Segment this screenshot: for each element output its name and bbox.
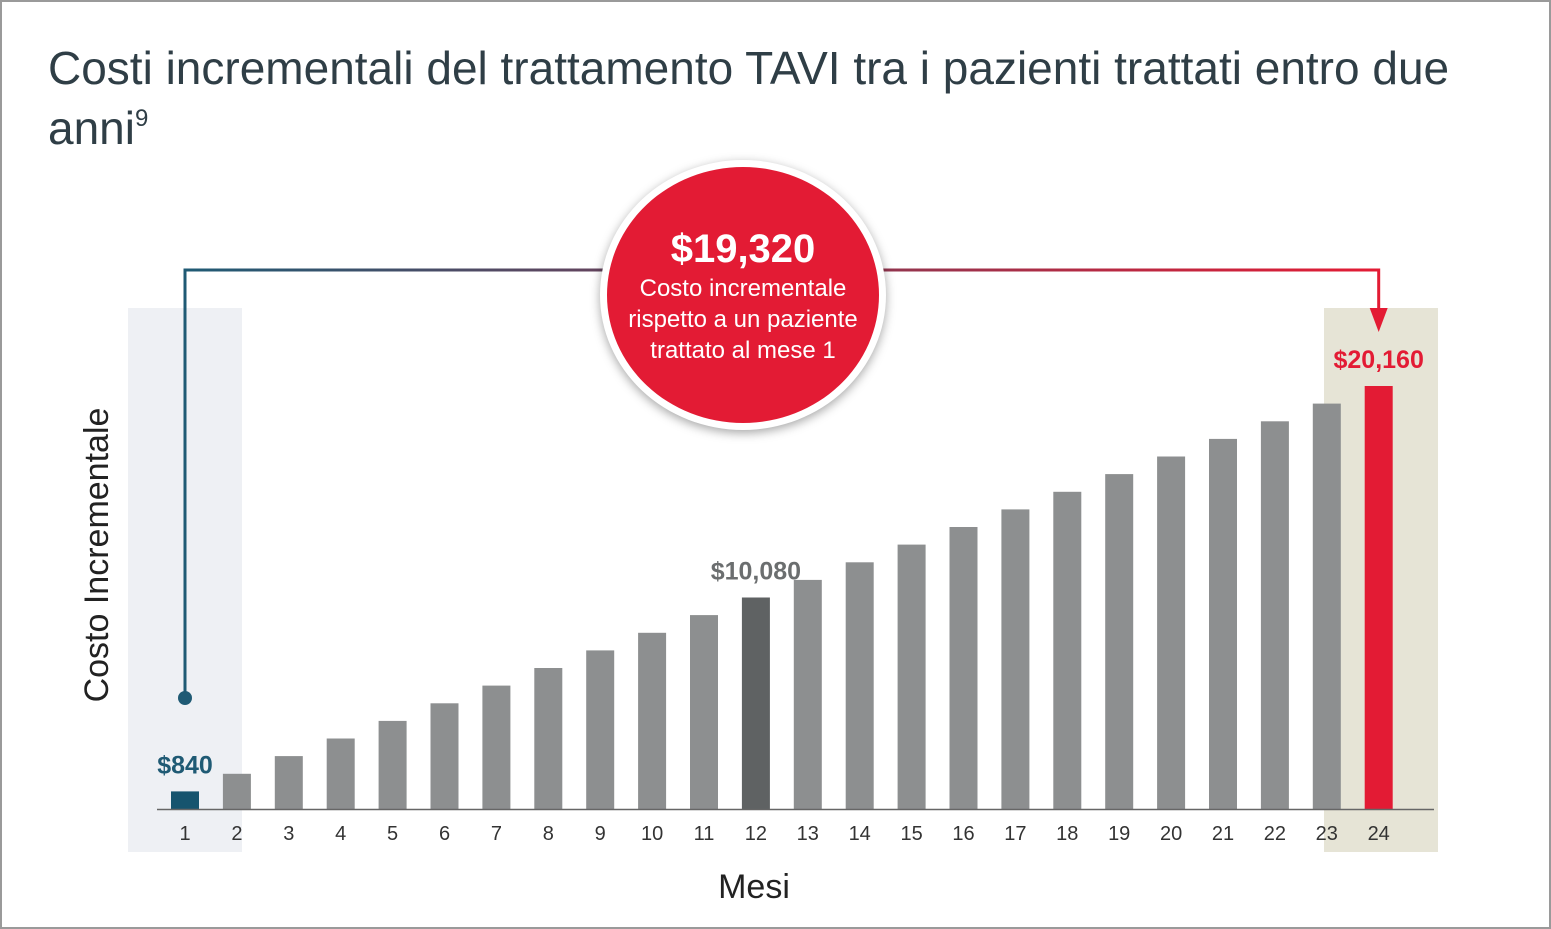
x-tick-label-12: 12 [745,823,767,845]
bar-month-8 [534,668,563,809]
bar-month-16 [949,527,978,809]
bar-month-11 [690,615,718,809]
bar-month-15 [897,544,926,809]
connector-arrowhead [1369,308,1388,332]
bar-month-4 [326,738,355,809]
x-tick-label-5: 5 [387,823,398,845]
incremental-cost-callout: $19,320 Costo incrementale rispetto a un… [600,160,886,430]
x-tick-label-7: 7 [491,823,502,845]
bar-month-18 [1053,491,1082,810]
x-tick-label-2: 2 [231,823,242,845]
bar-month-6 [430,703,459,810]
bar-month-1 [171,791,199,809]
bar-month-14 [845,562,874,810]
x-tick-label-4: 4 [335,823,346,845]
x-tick-label-23: 23 [1316,823,1338,845]
x-tick-label-9: 9 [595,823,606,845]
callout-value: $19,320 [670,226,816,271]
x-tick-label-16: 16 [952,823,974,845]
callout-text: Costo incrementale rispetto a un pazient… [628,274,858,364]
x-tick-label-17: 17 [1004,823,1026,845]
y-axis-title: Costo Incrementale [78,408,116,703]
bar-month-22 [1260,421,1289,810]
bar-month-7 [482,685,511,809]
bar-month-12 [741,597,770,809]
bar-month-9 [586,650,615,809]
bar-month-23 [1312,403,1341,809]
x-tick-label-15: 15 [900,823,922,845]
connector-start-dot [178,691,192,705]
x-axis-title: Mesi [718,868,790,906]
x-tick-label-22: 22 [1264,823,1286,845]
x-tick-label-18: 18 [1056,823,1078,845]
title-footnote-marker: 9 [134,105,149,132]
x-tick-label-11: 11 [694,823,715,845]
data-label-month-12: $10,080 [711,558,801,586]
bar-month-5 [378,720,407,809]
x-tick-label-6: 6 [439,823,450,845]
bar-month-24 [1364,386,1393,809]
x-tick-label-3: 3 [283,823,294,845]
bar-month-21 [1209,438,1237,809]
bar-month-3 [274,756,303,809]
x-tick-label-14: 14 [849,823,871,845]
x-tick-label-20: 20 [1160,823,1182,845]
x-tick-label-1: 1 [179,823,190,845]
bar-month-19 [1105,474,1134,809]
bar-month-10 [638,632,667,810]
x-tick-label-10: 10 [641,823,663,845]
x-tick-label-24: 24 [1368,823,1390,845]
data-label-month-1: $840 [157,751,213,779]
chart-title: Costi incrementali del trattamento TAVI … [48,38,1468,158]
bar-month-13 [793,579,822,809]
chart-title-text: Costi incrementali del trattamento TAVI … [48,42,1450,154]
x-tick-label-21: 21 [1212,823,1234,845]
x-tick-label-13: 13 [797,823,819,845]
x-tick-label-19: 19 [1108,823,1130,845]
bar-month-2 [222,773,251,810]
x-tick-label-8: 8 [543,823,554,845]
data-label-month-24: $20,160 [1334,346,1424,374]
bar-month-20 [1157,456,1186,809]
bar-month-17 [1001,509,1030,809]
